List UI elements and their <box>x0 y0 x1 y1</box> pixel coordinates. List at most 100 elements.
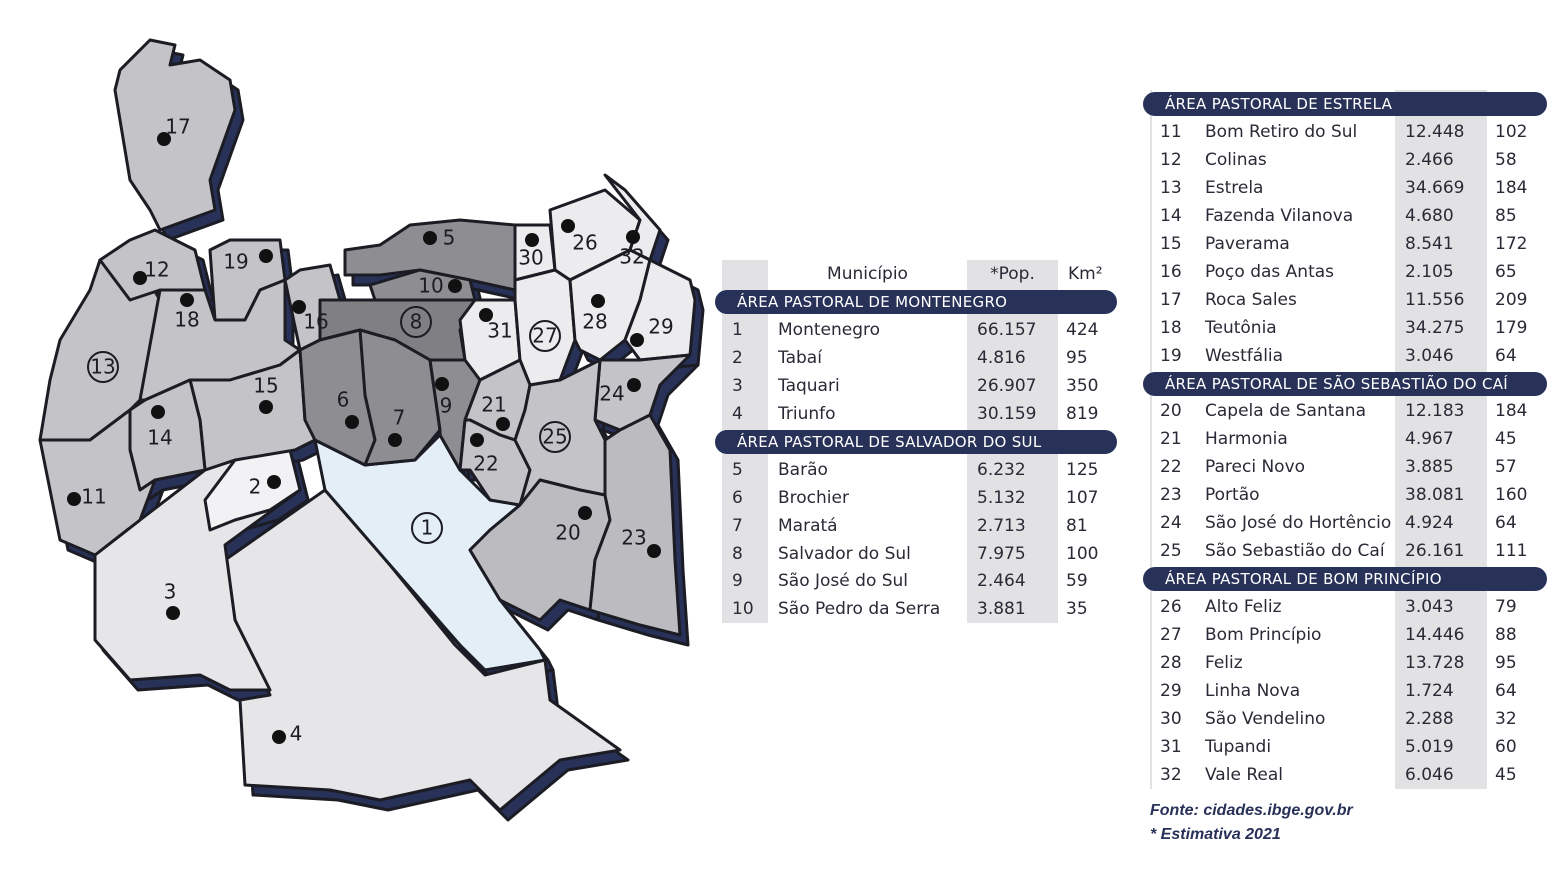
label-dot <box>423 231 437 245</box>
population: 26.161 <box>1405 541 1465 562</box>
municipality: Tabaí <box>778 347 822 368</box>
population: 3.046 <box>1405 345 1454 366</box>
area: 65 <box>1495 261 1517 282</box>
row-number: 28 <box>1160 653 1182 673</box>
population: 4.967 <box>1405 429 1454 450</box>
area: 111 <box>1495 541 1528 562</box>
area: 424 <box>1066 319 1099 340</box>
area: 95 <box>1495 653 1517 673</box>
row-number: 11 <box>1160 121 1182 142</box>
area: 88 <box>1495 625 1517 646</box>
label-dot <box>259 400 273 414</box>
region-label: 8 <box>410 310 423 334</box>
population: 4.816 <box>977 347 1026 368</box>
population: 66.157 <box>977 319 1037 340</box>
section-title: ÁREA PASTORAL DE ESTRELA <box>1143 92 1547 116</box>
label-dot <box>496 417 510 431</box>
municipality: São Vendelino <box>1205 708 1326 729</box>
label-dot <box>470 433 484 447</box>
region <box>113 38 237 232</box>
region <box>358 328 442 467</box>
label-ring <box>411 512 443 544</box>
municipality: Roca Sales <box>1205 289 1297 310</box>
municipality: Teutônia <box>1205 317 1277 338</box>
label-dot <box>292 300 306 314</box>
region-label: 9 <box>440 394 453 418</box>
municipality: Alto Feliz <box>1205 597 1282 618</box>
section-title: ÁREA PASTORAL DE SALVADOR DO SUL <box>715 429 1117 454</box>
area: 179 <box>1495 317 1528 338</box>
region-label: 4 <box>290 722 303 746</box>
municipality: São José do Sul <box>778 571 909 592</box>
row-number: 27 <box>1160 625 1182 646</box>
municipality: Colinas <box>1205 149 1267 170</box>
label-ring <box>529 320 561 352</box>
row-number: 14 <box>1160 205 1182 226</box>
population: 14.446 <box>1405 625 1465 646</box>
label-dot <box>448 279 462 293</box>
region <box>98 228 207 302</box>
region <box>588 413 682 637</box>
municipality: Capela de Santana <box>1205 401 1366 422</box>
row-number: 8 <box>732 543 743 564</box>
region-label: 3 <box>164 580 177 604</box>
municipality: Estrela <box>1205 177 1264 198</box>
label-dot <box>627 378 641 392</box>
row-number: 6 <box>732 487 743 508</box>
label-dot <box>133 271 147 285</box>
municipality: Paverama <box>1205 233 1290 254</box>
map: 1234567891011121314151617181920212223242… <box>38 38 705 822</box>
region <box>593 353 692 432</box>
municipality: Triunfo <box>778 403 836 424</box>
municipality: Barão <box>778 459 828 480</box>
population: 3.881 <box>977 599 1026 620</box>
population: 2.464 <box>977 571 1026 592</box>
area: 107 <box>1066 487 1099 508</box>
region-label: 30 <box>518 246 543 270</box>
region-label: 12 <box>144 258 169 282</box>
label-dot <box>180 293 194 307</box>
source: Fonte: cidades.ibge.gov.br <box>1150 802 1353 819</box>
population: 12.183 <box>1405 401 1465 422</box>
column-line <box>1150 90 1152 789</box>
row-number: 9 <box>732 571 743 592</box>
region-label: 11 <box>81 485 106 509</box>
municipality: Salvador do Sul <box>778 543 911 564</box>
municipality: Bom Retiro do Sul <box>1205 121 1358 142</box>
area: 79 <box>1495 597 1517 618</box>
municipality: Linha Nova <box>1205 680 1301 701</box>
population: 3.885 <box>1405 457 1454 478</box>
area: 64 <box>1495 680 1517 701</box>
row-number: 18 <box>1160 317 1182 338</box>
municipality: Westfália <box>1205 345 1284 366</box>
region-label: 21 <box>481 393 506 417</box>
municipality: Fazenda Vilanova <box>1205 205 1354 226</box>
row-number: 31 <box>1160 736 1182 757</box>
column-header: Município <box>827 264 908 284</box>
area: 64 <box>1495 513 1517 534</box>
row-number: 29 <box>1160 680 1182 701</box>
label-dot <box>578 506 592 520</box>
region-label: 32 <box>619 245 644 269</box>
row-number: 32 <box>1160 764 1182 785</box>
label-dot <box>345 415 359 429</box>
region-label: 28 <box>582 310 607 334</box>
area: 59 <box>1066 571 1088 592</box>
area: 64 <box>1495 345 1517 366</box>
map-regions <box>38 38 697 812</box>
municipality: Pareci Novo <box>1205 457 1306 478</box>
region-label: 2 <box>249 475 262 499</box>
note: * Estimativa 2021 <box>1150 826 1281 843</box>
area: 81 <box>1066 515 1088 536</box>
region-label: 17 <box>165 115 190 139</box>
population: 6.046 <box>1405 764 1454 785</box>
area: 60 <box>1495 736 1517 757</box>
population: 2.105 <box>1405 261 1454 282</box>
row-number: 15 <box>1160 233 1182 254</box>
municipality: São Pedro da Serra <box>778 599 941 620</box>
region <box>223 488 622 812</box>
municipality: Taquari <box>778 375 840 396</box>
population: 13.728 <box>1405 653 1465 673</box>
area: 209 <box>1495 289 1528 310</box>
label-dot <box>630 333 644 347</box>
